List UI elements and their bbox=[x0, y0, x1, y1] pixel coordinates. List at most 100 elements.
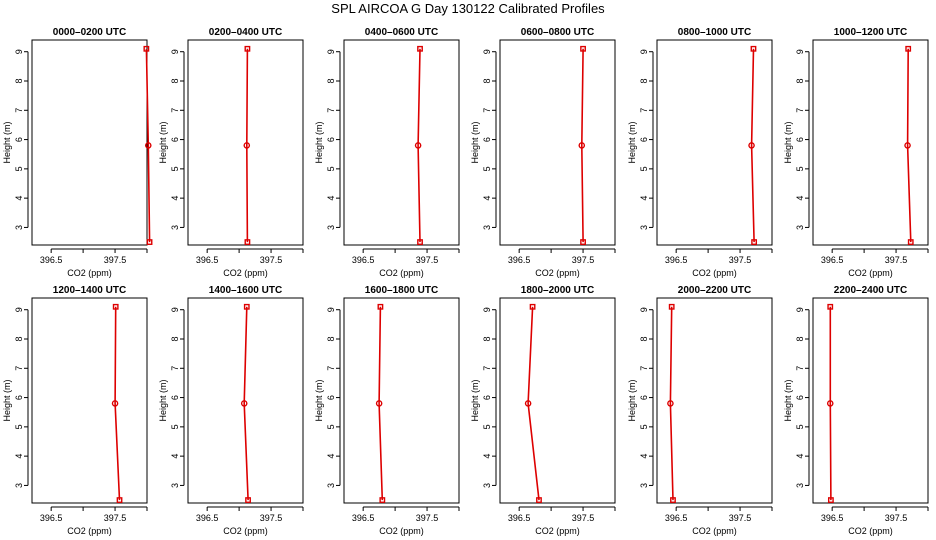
panel-title: 0200–0400 UTC bbox=[209, 27, 282, 38]
data-point bbox=[905, 45, 912, 52]
data-point bbox=[146, 239, 153, 245]
panel-title: 0400–0600 UTC bbox=[365, 27, 438, 38]
profile-line bbox=[378, 306, 384, 501]
plot-frame bbox=[812, 297, 929, 504]
y-tick-label: 6 bbox=[482, 395, 492, 400]
y-tick-label: 7 bbox=[170, 108, 180, 113]
x-tick-label: 396.5 bbox=[665, 513, 688, 523]
y-tick-label: 5 bbox=[14, 166, 24, 171]
profile-line bbox=[580, 48, 584, 243]
panel: 0800–1000 UTC 396.5 397.5 CO2 (ppm) 3 4 5 6 7 8 9 H… bbox=[627, 27, 773, 278]
data-point bbox=[240, 400, 248, 407]
data-point bbox=[379, 497, 386, 503]
x-axis-label: CO2 (ppm) bbox=[535, 268, 580, 278]
data-point bbox=[244, 239, 251, 245]
panel-title: 1400–1600 UTC bbox=[209, 285, 282, 296]
y-tick-label: 9 bbox=[14, 49, 24, 54]
plot-frame bbox=[343, 39, 460, 246]
y-tick-label: 9 bbox=[795, 49, 805, 54]
y-tick-label: 7 bbox=[795, 366, 805, 371]
y-tick-label: 4 bbox=[170, 196, 180, 201]
y-tick-label: 8 bbox=[326, 336, 336, 341]
profile-line bbox=[243, 306, 249, 501]
panel: 1800–2000 UTC 396.5 397.5 CO2 (ppm) 3 4 5 6 7 8 9 H… bbox=[470, 285, 616, 536]
x-tick-label: 397.5 bbox=[260, 255, 283, 265]
data-point bbox=[580, 239, 586, 245]
x-tick-label: 396.5 bbox=[821, 513, 844, 523]
data-point bbox=[116, 497, 123, 503]
y-tick-label: 3 bbox=[795, 483, 805, 488]
y-tick-label: 6 bbox=[795, 395, 805, 400]
y-tick-label: 4 bbox=[639, 454, 649, 459]
x-tick-label: 397.5 bbox=[104, 513, 127, 523]
y-tick-label: 3 bbox=[326, 225, 336, 230]
y-tick-label: 3 bbox=[795, 225, 805, 230]
data-point bbox=[827, 497, 834, 503]
panel-title: 1000–1200 UTC bbox=[834, 27, 907, 38]
data-point bbox=[417, 239, 423, 245]
y-tick-label: 6 bbox=[14, 395, 24, 400]
figure-title: SPL AIRCOA G Day 130122 Calibrated Profi… bbox=[331, 1, 605, 16]
data-point bbox=[244, 45, 251, 52]
x-tick-label: 397.5 bbox=[416, 255, 439, 265]
y-axis-label: Height (m) bbox=[783, 121, 793, 163]
panel-title: 1200–1400 UTC bbox=[53, 285, 126, 296]
x-axis-label: CO2 (ppm) bbox=[67, 268, 112, 278]
panels-container: 0000–0200 UTC 396.5 397.5 CO2 (ppm) 3 4 5 6 7 8 9 H… bbox=[2, 27, 929, 536]
y-tick-label: 6 bbox=[482, 137, 492, 142]
profile-line bbox=[906, 48, 912, 243]
y-tick-label: 4 bbox=[326, 196, 336, 201]
y-tick-label: 6 bbox=[639, 395, 649, 400]
x-tick-label: 396.5 bbox=[508, 255, 531, 265]
data-point bbox=[578, 142, 586, 149]
panel-title: 1600–1800 UTC bbox=[365, 285, 438, 296]
data-point bbox=[536, 497, 542, 503]
data-point bbox=[529, 303, 536, 310]
y-tick-label: 3 bbox=[14, 225, 24, 230]
y-tick-label: 5 bbox=[14, 424, 24, 429]
y-tick-label: 6 bbox=[326, 137, 336, 142]
x-axis-label: CO2 (ppm) bbox=[692, 526, 737, 536]
x-tick-label: 397.5 bbox=[260, 513, 283, 523]
plot-frame bbox=[31, 297, 148, 504]
y-tick-label: 8 bbox=[795, 78, 805, 83]
data-point bbox=[904, 142, 911, 149]
y-tick-label: 5 bbox=[326, 166, 336, 171]
y-axis-label: Height (m) bbox=[314, 121, 324, 163]
data-point bbox=[414, 142, 422, 149]
x-axis-label: CO2 (ppm) bbox=[223, 526, 268, 536]
data-point bbox=[907, 239, 914, 245]
data-point bbox=[243, 303, 250, 310]
plot-frame bbox=[31, 39, 148, 246]
y-tick-label: 3 bbox=[170, 225, 180, 230]
y-axis-label: Height (m) bbox=[158, 121, 168, 163]
y-tick-label: 8 bbox=[14, 336, 24, 341]
y-tick-label: 7 bbox=[326, 108, 336, 113]
x-tick-label: 396.5 bbox=[196, 513, 219, 523]
y-tick-label: 7 bbox=[14, 108, 24, 113]
profile-line bbox=[417, 48, 421, 243]
y-tick-label: 8 bbox=[170, 78, 180, 83]
y-axis-label: Height (m) bbox=[627, 379, 637, 421]
y-tick-label: 3 bbox=[482, 483, 492, 488]
y-tick-label: 9 bbox=[482, 307, 492, 312]
y-tick-label: 5 bbox=[795, 166, 805, 171]
y-tick-label: 4 bbox=[170, 454, 180, 459]
data-point bbox=[111, 400, 119, 407]
panel: 1600–1800 UTC 396.5 397.5 CO2 (ppm) 3 4 5 6 7 8 9 H… bbox=[314, 285, 460, 536]
plot-frame bbox=[187, 297, 304, 504]
y-tick-label: 8 bbox=[795, 336, 805, 341]
y-tick-label: 4 bbox=[482, 454, 492, 459]
data-point bbox=[245, 497, 251, 503]
panel: 0400–0600 UTC 396.5 397.5 CO2 (ppm) 3 4 5 6 7 8 9 H… bbox=[314, 27, 460, 278]
y-tick-label: 6 bbox=[14, 137, 24, 142]
x-tick-label: 396.5 bbox=[40, 255, 63, 265]
panel-title: 1800–2000 UTC bbox=[521, 285, 594, 296]
data-point bbox=[417, 45, 423, 52]
profile-line bbox=[829, 306, 832, 501]
y-tick-label: 5 bbox=[639, 166, 649, 171]
panel: 1200–1400 UTC 396.5 397.5 CO2 (ppm) 3 4 5 6 7 8 9 H… bbox=[2, 285, 148, 536]
x-tick-label: 397.5 bbox=[104, 255, 127, 265]
data-point bbox=[750, 45, 757, 52]
